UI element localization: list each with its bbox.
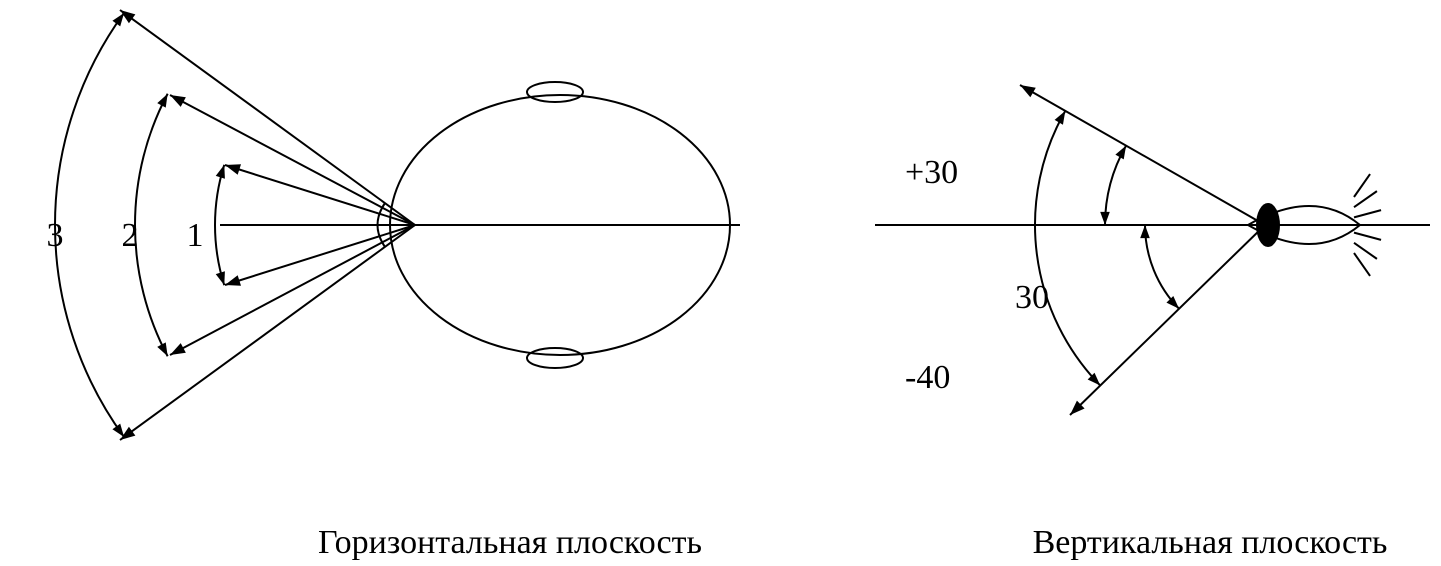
label-30: 30 [1015, 279, 1049, 316]
label-minus40: -40 [905, 359, 950, 396]
ear-top [527, 82, 583, 102]
eye-pupil [1256, 203, 1280, 247]
label-plus30: +30 [905, 154, 958, 191]
zone-2-label: 2 [122, 217, 139, 254]
vertical-caption: Вертикальная плоскость [1033, 524, 1388, 561]
ear-bottom [527, 348, 583, 368]
horizontal-caption: Горизонтальная плоскость [318, 524, 702, 561]
zone-1-label: 1 [187, 217, 204, 254]
zone-3-label: 3 [47, 217, 64, 254]
